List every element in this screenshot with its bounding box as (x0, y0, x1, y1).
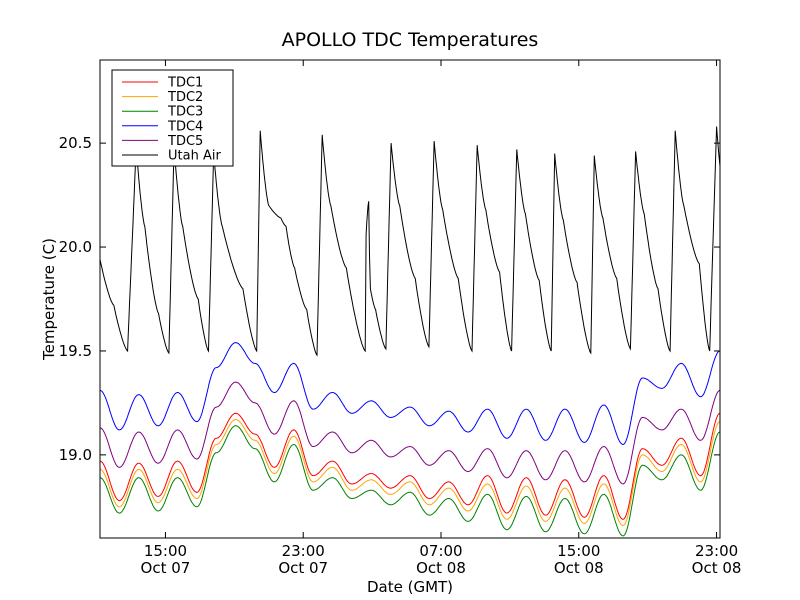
legend-label: Utah Air (168, 149, 221, 164)
legend-label: TDC5 (167, 134, 203, 149)
y-tick-label: 20.5 (59, 134, 92, 152)
legend-label: TDC1 (167, 76, 203, 91)
series-line-utah-air (100, 126, 720, 357)
legend-label: TDC4 (167, 119, 203, 134)
series-line-tdc3 (100, 425, 720, 537)
x-tick-label-time: 23:00 (282, 542, 325, 560)
y-tick-label: 19.0 (59, 446, 92, 464)
x-tick-label-date: Oct 08 (416, 559, 466, 577)
y-axis-label: Temperature (C) (40, 238, 58, 361)
y-tick-label: 19.5 (59, 342, 92, 360)
series-line-tdc2 (100, 418, 720, 527)
plot-area (100, 126, 720, 537)
axes-frame (99, 59, 721, 539)
y-tick-label: 20.0 (59, 238, 92, 256)
x-tick-label-time: 15:00 (557, 542, 600, 560)
series-line-tdc4 (100, 342, 720, 446)
legend-label: TDC3 (167, 105, 203, 120)
x-tick-label-date: Oct 07 (141, 559, 191, 577)
x-tick-label-date: Oct 08 (692, 559, 742, 577)
x-tick-label-time: 23:00 (695, 542, 738, 560)
legend-box (111, 69, 234, 167)
x-tick-label-date: Oct 08 (554, 559, 604, 577)
chart-title: APOLLO TDC Temperatures (282, 29, 539, 51)
legend-label: TDC2 (167, 90, 203, 105)
series-line-tdc1 (100, 412, 720, 520)
x-tick-label-date: Oct 07 (278, 559, 328, 577)
series-line-tdc5 (100, 381, 720, 485)
x-tick-label-time: 07:00 (419, 542, 462, 560)
x-axis-label: Date (GMT) (367, 578, 453, 596)
y-axis: 19.0 19.5 20.0 20.5 (59, 134, 720, 464)
x-tick-label-time: 15:00 (144, 542, 187, 560)
